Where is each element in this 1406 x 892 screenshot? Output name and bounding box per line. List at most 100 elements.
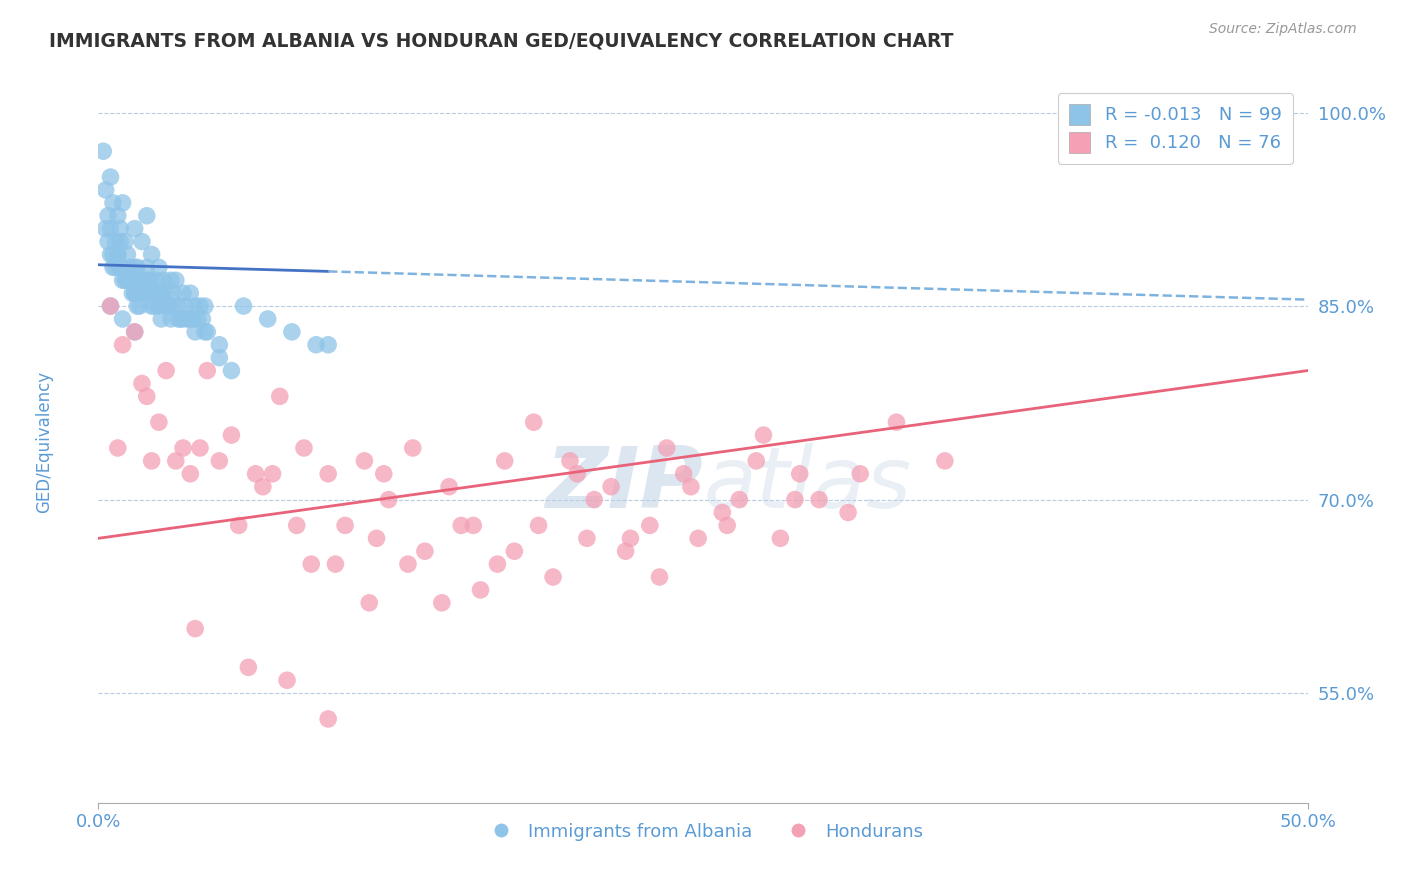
Point (292, 441, 315, 455)
Point (111, 273, 134, 287)
Point (503, 544, 526, 558)
Point (188, 441, 211, 455)
Point (117, 273, 139, 287)
Point (118, 260, 141, 275)
Point (138, 273, 160, 287)
Point (437, 480, 460, 494)
Text: IMMIGRANTS FROM ALBANIA VS HONDURAN GED/EQUIVALENCY CORRELATION CHART: IMMIGRANTS FROM ALBANIA VS HONDURAN GED/… (49, 31, 953, 50)
Point (117, 273, 139, 287)
Point (672, 467, 695, 481)
Point (208, 351, 231, 365)
Point (575, 531, 598, 545)
Point (100, 299, 122, 313)
Point (353, 454, 375, 468)
Point (184, 299, 207, 313)
Point (128, 273, 150, 287)
Point (107, 209, 129, 223)
Point (188, 299, 211, 313)
Point (97, 235, 120, 249)
Point (688, 531, 710, 545)
Point (256, 312, 278, 326)
Point (208, 338, 231, 352)
Point (148, 415, 170, 429)
Point (174, 299, 197, 313)
Point (583, 492, 606, 507)
Point (934, 454, 956, 468)
Point (150, 312, 173, 326)
Point (111, 260, 134, 275)
Point (111, 338, 134, 352)
Point (124, 325, 146, 339)
Point (91, 145, 114, 159)
Point (157, 299, 180, 313)
Point (165, 454, 187, 468)
Point (333, 518, 356, 533)
Point (124, 260, 146, 275)
Point (195, 325, 218, 339)
Point (228, 518, 250, 533)
Point (167, 299, 190, 313)
Point (194, 325, 217, 339)
Point (100, 221, 122, 235)
Point (262, 467, 284, 481)
Point (195, 363, 218, 377)
Point (558, 454, 581, 468)
Point (638, 518, 661, 533)
Point (148, 286, 170, 301)
Point (169, 312, 191, 326)
Point (107, 247, 129, 261)
Point (276, 673, 298, 688)
Point (402, 441, 425, 455)
Point (124, 286, 146, 301)
Point (769, 531, 792, 545)
Legend: Immigrants from Albania, Hondurans: Immigrants from Albania, Hondurans (477, 815, 929, 848)
Point (728, 492, 751, 507)
Point (752, 428, 775, 442)
Point (567, 467, 589, 481)
Point (221, 428, 243, 442)
Point (101, 260, 124, 275)
Point (305, 338, 328, 352)
Point (191, 312, 214, 326)
Point (135, 389, 157, 403)
Point (373, 467, 395, 481)
Point (121, 273, 143, 287)
Point (155, 299, 177, 313)
Point (366, 531, 388, 545)
Point (155, 286, 177, 301)
Point (131, 235, 153, 249)
Point (111, 312, 134, 326)
Point (94, 183, 117, 197)
Text: ZIP: ZIP (546, 443, 703, 526)
Point (269, 389, 291, 403)
Point (172, 312, 194, 326)
Point (463, 518, 485, 533)
Point (470, 582, 492, 597)
Point (118, 273, 141, 287)
Point (138, 286, 160, 301)
Point (114, 235, 136, 249)
Point (359, 596, 381, 610)
Point (131, 273, 153, 287)
Point (108, 221, 131, 235)
Point (396, 557, 419, 571)
Point (184, 325, 207, 339)
Point (162, 286, 184, 301)
Point (138, 273, 160, 287)
Point (232, 299, 254, 313)
Point (486, 557, 509, 571)
Point (141, 299, 163, 313)
Point (208, 454, 231, 468)
Point (179, 467, 201, 481)
Point (789, 467, 811, 481)
Point (127, 260, 149, 275)
Point (523, 415, 546, 429)
Point (172, 286, 194, 301)
Point (94, 221, 117, 235)
Point (108, 260, 131, 275)
Point (494, 454, 516, 468)
Point (150, 286, 173, 301)
Point (886, 415, 908, 429)
Point (160, 312, 183, 326)
Point (783, 492, 806, 507)
